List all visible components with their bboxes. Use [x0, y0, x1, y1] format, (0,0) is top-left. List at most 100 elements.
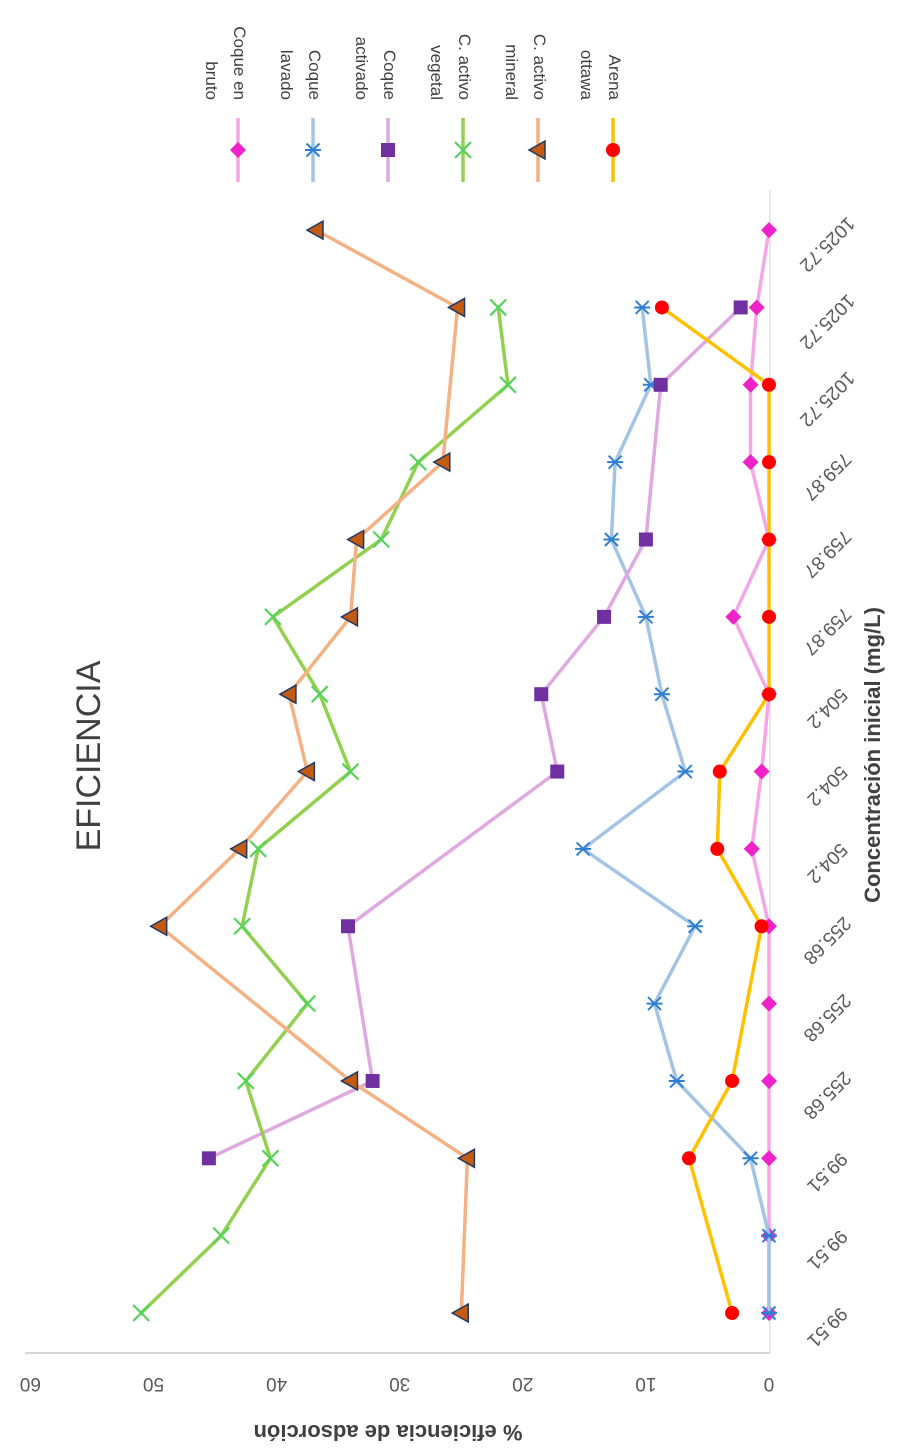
x-tick-label: 255.68	[799, 912, 855, 968]
data-point-s2-11	[603, 532, 620, 547]
legend-marker-2	[305, 142, 321, 158]
x-tick-label: 504.2	[803, 684, 851, 732]
x-tick-label: 99.51	[803, 1225, 851, 1273]
x-tick-label: 1025.72	[795, 367, 858, 430]
data-point-s4-2	[212, 1226, 230, 1245]
series-line-2	[581, 305, 771, 1315]
x-tick-label: 255.68	[799, 1067, 855, 1123]
y-tick-label: 50	[143, 1373, 164, 1394]
data-point-s4-8	[341, 762, 360, 781]
data-point-s1-13	[742, 376, 759, 393]
y-tick-label: 30	[389, 1373, 410, 1394]
data-point-s4-6	[233, 917, 251, 936]
data-point-s4-10	[264, 608, 282, 626]
legend-label-5: C. activomineral	[502, 34, 549, 100]
data-point-s4-12	[409, 453, 427, 471]
data-point-s6-1	[725, 1306, 740, 1320]
data-point-s4-9	[310, 685, 329, 703]
data-point-s5-10	[339, 606, 359, 628]
data-point-s2-3	[742, 1151, 759, 1166]
y-tick-label: 60	[20, 1373, 41, 1394]
data-point-s2-9	[653, 686, 670, 702]
legend-label-2: Coquelavado	[277, 50, 324, 100]
data-point-s1-15	[761, 222, 777, 239]
legend-label-3: Coqueactivado	[352, 37, 399, 100]
legend-label-1: Coque enbruto	[202, 26, 249, 100]
data-point-s1-5	[761, 995, 777, 1012]
data-point-s2-10	[637, 609, 654, 625]
x-tick-label: 504.2	[803, 839, 851, 887]
data-point-s6-7	[710, 841, 725, 856]
data-point-s4-5	[298, 994, 317, 1013]
data-point-s6-6	[754, 919, 769, 934]
series-line-5	[157, 228, 470, 1315]
data-point-s2-6	[687, 919, 704, 934]
data-point-s6-4	[725, 1073, 740, 1088]
legend-label-4: C. activovegetal	[427, 34, 474, 100]
data-point-s3-11	[638, 532, 653, 547]
data-point-s1-7	[743, 840, 760, 857]
data-point-s3-3	[201, 1151, 216, 1166]
data-point-s4-11	[372, 530, 391, 549]
data-point-s2-7	[575, 841, 592, 857]
data-point-s3-6	[340, 919, 355, 934]
legend: Coque enbruto Coquelavado Coqueactivado C. …	[202, 26, 624, 182]
x-tick-label: 99.51	[803, 1303, 851, 1351]
data-point-s1-10	[725, 608, 742, 625]
data-point-s4-14	[489, 298, 507, 317]
x-tick-label: 759.87	[799, 448, 855, 504]
data-point-s2-1	[761, 1305, 777, 1321]
data-point-s2-12	[607, 454, 624, 470]
y-tick-label: 0	[764, 1373, 775, 1394]
data-point-s4-3	[261, 1149, 280, 1168]
data-point-s6-8	[712, 764, 727, 779]
data-point-s4-4	[237, 1072, 255, 1090]
x-tick-label: 1025.72	[795, 212, 858, 275]
tick-layer: 0 10 20 30 40 50 60 99.51 99.51 99.51 255.68 255.68…	[20, 212, 859, 1394]
data-point-s1-3	[761, 1150, 777, 1167]
data-point-s2-8	[677, 764, 694, 779]
chart-title: EFICIENCIA	[70, 660, 108, 851]
data-point-s1-4	[761, 1072, 777, 1089]
data-point-s5-8	[296, 761, 316, 782]
data-point-s2-4	[668, 1073, 685, 1089]
y-tick-label: 20	[512, 1373, 533, 1394]
data-point-s3-10	[597, 609, 612, 624]
data-point-s6-11	[762, 532, 776, 547]
legend-label-6: Arenaottawa	[577, 50, 624, 101]
x-tick-label: 504.2	[803, 761, 851, 809]
y-tick-label: 40	[266, 1373, 287, 1394]
data-point-s6-14	[654, 300, 669, 315]
data-point-s6-10	[762, 609, 776, 624]
data-point-s1-14	[748, 299, 765, 316]
data-point-s2-5	[646, 996, 663, 1011]
data-point-s5-4	[339, 1070, 359, 1092]
legend-marker-3	[381, 143, 395, 157]
data-point-s6-13	[762, 377, 776, 392]
series-line-6	[660, 305, 771, 1315]
data-point-s5-15	[305, 219, 324, 241]
x-axis-title: Concentración inicial (mg/L)	[860, 607, 885, 903]
data-point-s4-13	[499, 376, 517, 394]
data-point-s3-8	[550, 764, 565, 779]
data-point-s5-9	[278, 683, 297, 705]
x-tick-label: 1025.72	[795, 290, 858, 353]
data-point-s5-12	[432, 451, 451, 473]
legend-marker-4	[454, 141, 472, 159]
data-point-s2-14	[634, 300, 651, 315]
y-tick-label: 10	[635, 1373, 656, 1394]
data-point-s5-6	[149, 915, 168, 937]
data-point-s5-7	[229, 838, 248, 860]
data-point-s5-14	[447, 297, 466, 318]
data-point-s3-4	[365, 1073, 380, 1088]
x-tick-label: 759.87	[799, 603, 855, 659]
legend-marker-6	[606, 143, 620, 157]
data-point-s3-13	[653, 377, 668, 392]
data-point-s1-8	[753, 763, 770, 780]
data-point-s6-9	[762, 687, 776, 702]
data-point-s3-9	[534, 687, 549, 702]
series-line-4	[139, 305, 510, 1315]
y-axis-title: % eficiencia de adsorción	[254, 1420, 523, 1445]
